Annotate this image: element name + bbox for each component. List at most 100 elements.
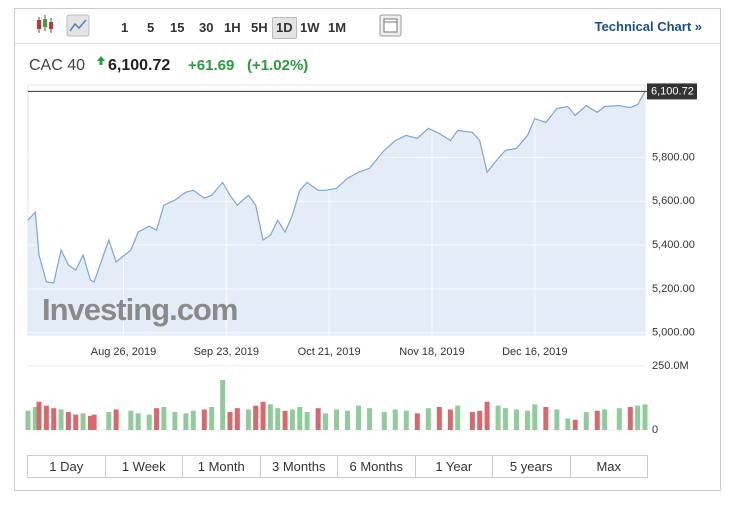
volume-bar <box>245 409 251 430</box>
volume-bar <box>565 418 571 430</box>
volume-bar <box>381 412 387 430</box>
chart: 5,000.00 5,200.00 5,400.00 5,600.00 5,800.00… <box>25 83 697 436</box>
volume-bar <box>183 413 189 430</box>
volume-bar <box>73 414 79 430</box>
volume-bar <box>297 406 303 430</box>
volume-bar <box>495 405 501 430</box>
volume-bar <box>322 413 328 430</box>
range-button[interactable]: 1 Day <box>28 456 106 477</box>
volume-bar <box>289 409 295 430</box>
interval-button[interactable]: 30 <box>199 20 214 35</box>
volume-bar <box>583 412 589 430</box>
last-price-tag <box>647 83 697 100</box>
volume-bar <box>502 408 508 430</box>
volume-bar <box>642 404 648 430</box>
volume-bar <box>161 406 167 430</box>
volume-bar <box>106 412 112 430</box>
volume-bar <box>403 410 409 430</box>
range-button[interactable]: 6 Months <box>338 456 416 477</box>
volume-bar <box>172 412 178 430</box>
y-tick-label: 5,600.00 <box>652 195 695 207</box>
interval-button[interactable]: 5H <box>251 20 268 35</box>
technical-chart-link[interactable]: Technical Chart » <box>594 19 702 34</box>
interval-button[interactable]: 1W <box>300 20 320 35</box>
toolbar: 1 5 15 30 1H 5H 1D 1W 1M Technical Chart… <box>15 9 720 44</box>
settings-icon[interactable] <box>379 9 403 43</box>
volume-bar <box>602 409 608 430</box>
interval-button[interactable]: 15 <box>170 20 185 35</box>
volume-bar <box>524 410 530 430</box>
volume-bar <box>627 406 633 430</box>
volume-bar <box>146 414 152 430</box>
range-button[interactable]: 1 Year <box>416 456 493 477</box>
volume-bar <box>260 401 266 430</box>
range-button[interactable]: 1 Week <box>106 456 183 477</box>
y-tick-label: 5,000.00 <box>652 327 695 339</box>
range-button[interactable]: Max <box>596 459 622 474</box>
volume-bar <box>128 410 134 430</box>
y-tick-label: 5,400.00 <box>652 239 695 251</box>
volume-bar <box>267 404 273 430</box>
price: 6,100.72 <box>108 57 171 74</box>
instrument-name: CAC 40 <box>29 57 86 74</box>
volume-bar <box>227 412 233 430</box>
interval-button[interactable]: 5 <box>147 20 155 35</box>
interval-button[interactable]: 1H <box>224 20 241 35</box>
range-button[interactable]: 1 Month <box>183 456 261 477</box>
interval-button[interactable]: 1M <box>328 20 347 35</box>
y-tick-label: 5,200.00 <box>652 283 695 295</box>
range-button[interactable]: 3 Months <box>261 456 338 477</box>
volume-bar <box>367 408 373 430</box>
volume-bar <box>315 408 321 430</box>
volume-bar <box>532 404 538 430</box>
volume-bar <box>135 413 141 430</box>
volume-bar <box>65 412 71 430</box>
volume-bar <box>572 419 578 430</box>
volume-bar <box>201 409 207 430</box>
volume-bar <box>304 412 310 430</box>
area-fill <box>28 91 645 336</box>
change-pct: (+1.02%) <box>247 57 309 74</box>
volume-bar <box>543 406 549 430</box>
line-icon[interactable] <box>66 14 90 37</box>
volume-bar <box>455 405 461 430</box>
volume-bar <box>392 409 398 430</box>
range-button[interactable]: 5 years <box>493 456 571 477</box>
volume-bar <box>345 410 351 430</box>
volume-bar <box>25 410 31 430</box>
chart-type-icons <box>37 14 90 37</box>
volume-bar <box>253 405 259 430</box>
last-price-label: 6,100.72 <box>651 85 694 97</box>
volume-bar <box>154 408 160 430</box>
candle-icon[interactable] <box>37 15 53 33</box>
volume-bar <box>51 408 57 430</box>
interval-button[interactable]: 1D <box>272 17 297 39</box>
volume-bar <box>209 406 215 430</box>
volume-bar <box>594 410 600 430</box>
volume-bar <box>447 409 453 430</box>
line-icon-glyph <box>69 19 87 32</box>
x-tick-label: Aug 26, 2019 <box>91 346 156 358</box>
volume-bar <box>275 408 281 430</box>
volume-bar <box>425 408 431 430</box>
y-tick-label: 5,800.00 <box>652 151 695 163</box>
volume-bar <box>220 379 226 430</box>
volume-bar <box>334 409 339 430</box>
up-arrow <box>97 56 105 65</box>
y-tick-label: 0 <box>652 424 658 436</box>
volume-bar <box>91 414 97 430</box>
volume-bar <box>36 401 42 430</box>
interval-button[interactable]: 1 <box>121 20 129 35</box>
volume-bar <box>477 410 483 430</box>
x-tick-label: Oct 21, 2019 <box>298 346 361 358</box>
widget: 1 5 15 30 1H 5H 1D 1W 1M Technical Chart… <box>14 8 721 491</box>
volume-bar <box>282 410 288 430</box>
volume-bar <box>436 406 442 430</box>
volume-bar <box>32 406 38 430</box>
range-selector: 1 Day 1 Week 1 Month 3 Months 6 Months 1 Year… <box>27 455 648 478</box>
x-tick-label: Sep 23, 2019 <box>194 346 259 358</box>
price-line <box>27 91 646 284</box>
watermark: Investing.com <box>42 292 237 327</box>
y-tick-label: 250.0M <box>652 360 689 372</box>
